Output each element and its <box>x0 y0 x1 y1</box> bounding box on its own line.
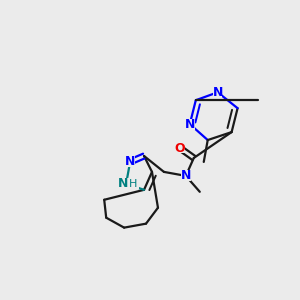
Text: N: N <box>125 155 135 168</box>
Text: N: N <box>181 169 191 182</box>
Text: N: N <box>118 177 128 190</box>
Text: H: H <box>129 179 137 189</box>
FancyBboxPatch shape <box>185 118 195 130</box>
FancyBboxPatch shape <box>113 178 139 189</box>
FancyBboxPatch shape <box>213 87 223 98</box>
FancyBboxPatch shape <box>181 170 190 182</box>
Text: O: O <box>175 142 185 154</box>
FancyBboxPatch shape <box>175 142 184 154</box>
FancyBboxPatch shape <box>125 157 135 167</box>
Text: N: N <box>184 118 195 130</box>
Text: N: N <box>212 86 223 99</box>
